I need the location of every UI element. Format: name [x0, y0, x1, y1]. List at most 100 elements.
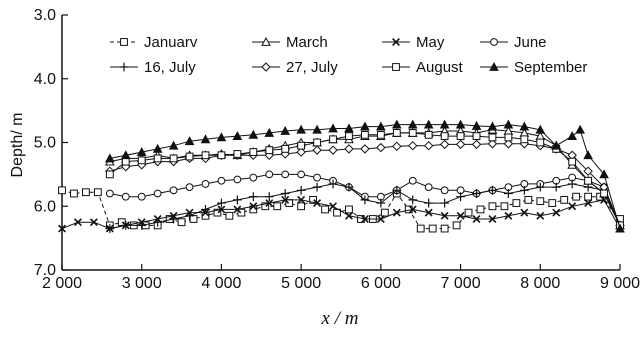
data-point: [488, 133, 497, 142]
data-point: [456, 192, 465, 202]
legend-label: August: [416, 59, 464, 76]
legend-background: [104, 29, 612, 79]
data-point: [519, 185, 529, 195]
data-point: [524, 195, 533, 204]
data-point: [488, 185, 497, 195]
data-point: [201, 205, 210, 214]
data-point: [504, 211, 513, 220]
data-point: [296, 124, 306, 134]
data-point: [584, 192, 593, 201]
data-point: [360, 121, 370, 131]
data-point: [500, 202, 509, 211]
data-point: [584, 176, 593, 185]
data-point: [296, 147, 306, 157]
data-point: [536, 138, 545, 147]
legend-marker: [119, 62, 129, 72]
data-point: [464, 208, 473, 217]
legend-item: August: [382, 59, 464, 76]
data-point: [273, 202, 282, 211]
data-point: [225, 211, 234, 220]
data-point: [536, 197, 545, 206]
x-tick-label: 8 000: [520, 275, 560, 292]
data-point: [439, 139, 450, 150]
data-point: [551, 182, 561, 192]
data-point: [536, 211, 545, 220]
y-axis-title: Depth/ m: [9, 113, 26, 178]
data-point: [82, 188, 90, 197]
data-point: [321, 205, 329, 214]
data-point: [216, 132, 227, 142]
series-4: [105, 179, 625, 233]
x-tick-label: 9 000: [600, 275, 640, 292]
data-point: [568, 202, 577, 211]
data-point: [313, 199, 322, 208]
series-layer: [58, 119, 625, 233]
data-point: [551, 140, 562, 150]
data-point: [136, 147, 147, 156]
legend-label: June: [514, 34, 547, 51]
data-point: [520, 208, 529, 217]
data-point: [392, 129, 401, 137]
data-point: [423, 140, 434, 151]
data-point: [487, 121, 498, 131]
legend-label: Januarv: [144, 34, 198, 51]
legend-marker: [261, 62, 271, 72]
x-tick-label: 7 000: [441, 275, 481, 292]
data-point: [344, 144, 354, 154]
data-point: [105, 170, 114, 179]
data-point: [233, 150, 242, 158]
data-point: [265, 199, 274, 208]
series-7: [104, 119, 625, 233]
data-point: [297, 195, 306, 204]
data-point: [329, 202, 337, 211]
data-point: [391, 119, 402, 129]
legend-marker: [392, 38, 400, 46]
legend-item: September: [480, 59, 587, 76]
data-point: [297, 202, 306, 211]
data-point: [567, 131, 578, 141]
data-point: [487, 139, 498, 149]
data-point: [344, 182, 354, 192]
series-line: [109, 183, 621, 230]
data-point: [104, 153, 115, 163]
data-point: [512, 199, 521, 207]
data-point: [548, 199, 557, 207]
x-tick-label: 6 000: [361, 275, 401, 292]
legend-item: March: [252, 34, 328, 51]
legend-marker: [120, 38, 128, 46]
series-6: [105, 129, 624, 230]
legend-marker: [489, 61, 499, 71]
series-5: [105, 139, 625, 231]
data-point: [200, 134, 211, 144]
series-line: [61, 199, 621, 230]
data-point: [120, 150, 131, 160]
data-point: [297, 170, 306, 179]
data-point: [440, 211, 449, 220]
data-point: [313, 173, 321, 182]
data-point: [392, 185, 402, 195]
data-point: [58, 186, 66, 195]
data-point: [615, 223, 625, 233]
data-point: [472, 215, 481, 223]
data-point: [535, 124, 546, 134]
data-point: [248, 192, 258, 202]
legend-item: Januarv: [110, 34, 198, 51]
legend: Januarv March May June 16, July 27, July Augus…: [104, 29, 612, 79]
data-point: [568, 157, 577, 166]
data-point: [360, 144, 370, 154]
data-point: [58, 224, 66, 233]
data-point: [281, 170, 290, 179]
legend-marker: [490, 38, 498, 46]
legend-label: May: [416, 34, 445, 51]
data-point: [248, 129, 259, 139]
data-point: [153, 217, 163, 227]
legend-item: May: [382, 34, 445, 51]
legend-label: March: [286, 34, 328, 51]
data-point: [476, 205, 485, 214]
x-axis-title: x / m: [321, 308, 359, 329]
series-line: [109, 124, 621, 229]
data-point: [380, 208, 389, 217]
data-point: [280, 189, 290, 198]
data-point: [503, 139, 514, 149]
x-tick-label: 5 000: [281, 275, 321, 292]
